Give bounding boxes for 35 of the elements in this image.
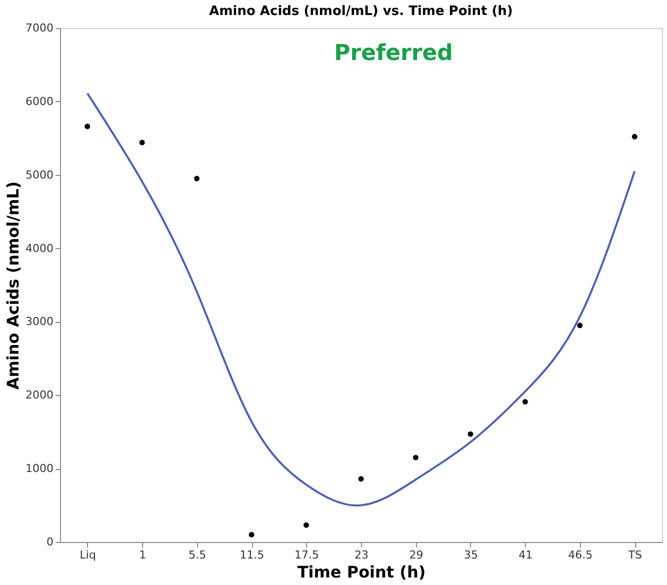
x-tick-label: 1 (139, 548, 146, 562)
y-tick-label: 4000 (26, 242, 54, 255)
x-tick-label: 11.5 (240, 548, 264, 562)
point (412, 454, 418, 460)
x-tick-label: 17.5 (294, 548, 320, 562)
x-tick-label: 23 (354, 548, 368, 562)
y-tick-label: 7000 (26, 22, 54, 34)
y-tick-label: 2000 (26, 388, 54, 402)
y-axis-title: Amino Acids (nmol/mL) (4, 181, 23, 390)
point (632, 134, 638, 140)
x-tick-label: 29 (409, 548, 424, 562)
point (577, 322, 583, 328)
point (84, 124, 90, 130)
point (522, 399, 528, 404)
y-tick-label: 5000 (26, 168, 54, 182)
x-tick-label: Liq (80, 548, 96, 562)
point (139, 140, 145, 146)
line-series (86, 92, 636, 506)
point (358, 476, 364, 482)
y-tick-label: 1000 (26, 462, 54, 476)
y-tick-label: 6000 (26, 94, 54, 108)
x-tick-label: 46.5 (568, 548, 593, 562)
x-tick-label: 41 (518, 548, 533, 562)
x-tick-label: 35 (464, 548, 478, 562)
y-tick-label: 0 (46, 536, 54, 548)
chart-title: Amino Acids (nmol/mL) vs. Time Point (h) (209, 4, 513, 19)
point (248, 532, 254, 538)
point (468, 431, 474, 437)
x-tick-label: 5.5 (188, 548, 206, 562)
point (304, 522, 310, 528)
point (194, 176, 200, 182)
annotation: Preferred (334, 41, 453, 66)
x-axis-title: Time Point (h) (297, 562, 426, 582)
x-tick-label: TS (627, 548, 642, 562)
y-tick-label: 3000 (26, 315, 54, 328)
